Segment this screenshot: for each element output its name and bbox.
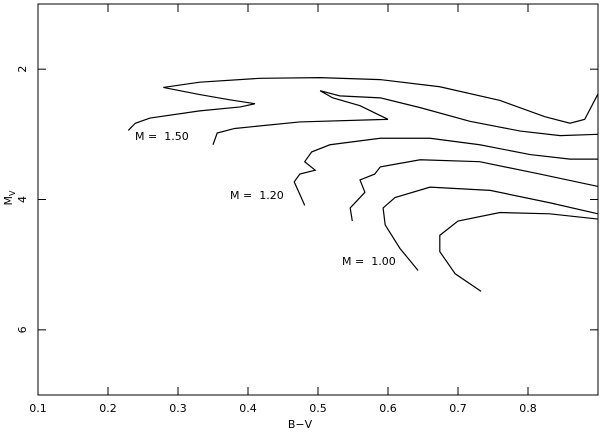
x-tick-label: 0.7: [449, 402, 467, 415]
track-line: [127, 77, 599, 131]
track-line: [212, 90, 599, 145]
y-tick-label: 2: [16, 66, 29, 73]
x-tick-label: 0.1: [29, 402, 47, 415]
track-line: [293, 137, 598, 206]
x-axis-label: B−V: [288, 418, 313, 431]
x-tick-label: 0.4: [239, 402, 257, 415]
track-annotation: M = 1.50: [135, 130, 189, 143]
track-annotation: M = 1.20: [230, 189, 284, 202]
x-tick-label: 0.2: [99, 402, 117, 415]
y-axis-label-sub: V: [8, 190, 17, 196]
y-tick-label: 6: [16, 326, 29, 333]
x-tick-label: 0.6: [379, 402, 397, 415]
plot-frame: [37, 3, 599, 396]
y-axis-label: MV: [2, 190, 17, 206]
track-line: [349, 159, 599, 222]
x-tick-label: 0.8: [519, 402, 537, 415]
track-annotation: M = 1.00: [342, 255, 396, 268]
x-tick-label: 0.3: [169, 402, 187, 415]
track-line: [382, 186, 599, 271]
track-line: [439, 211, 599, 292]
y-tick-label: 4: [16, 196, 29, 203]
y-axis-label-main: M: [2, 196, 15, 206]
x-tick-label: 0.5: [309, 402, 327, 415]
